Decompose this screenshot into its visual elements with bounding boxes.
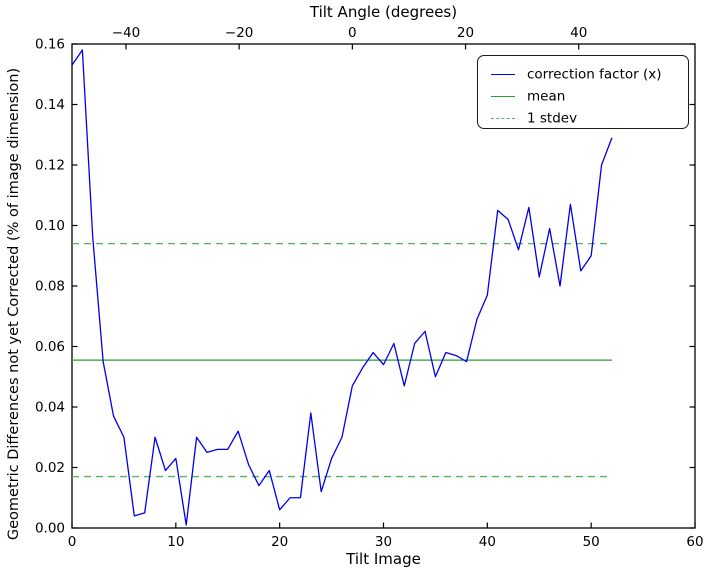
x-tick-label: 20 [271,534,288,550]
y-tick-label: 0.02 [35,460,65,476]
top-x-tick-label: −40 [112,25,141,41]
legend: correction factor (x) mean 1 stdev [477,55,689,129]
y-tick-label: 0.14 [35,97,65,113]
y-tick-label: 0.12 [35,158,65,174]
y-tick-label: 0.10 [35,218,65,234]
green-dashed-line-icon [491,118,515,119]
legend-entry-correction-factor: correction factor (x) [491,63,682,85]
x-tick-label: 50 [583,534,600,550]
y-tick-label: 0.00 [35,521,65,537]
y-tick-label: 0.06 [35,339,65,355]
plot-frame [71,43,696,529]
green-line-icon [491,96,515,97]
y-tick-label: 0.08 [35,279,65,295]
x-axis-title: Tilt Image [346,550,421,568]
x-tick-label: 60 [686,534,703,550]
x-tick-label: 0 [68,534,77,550]
blue-line-icon [491,74,515,75]
legend-label: 1 stdev [527,110,578,127]
top-x-tick-label: −20 [225,25,254,41]
x-tick-label: 10 [167,534,184,550]
correction-factor-line [71,49,613,526]
y-axis-title: Geometric Differences not yet Corrected … [6,67,22,541]
y-tick-label: 0.16 [35,37,65,53]
legend-entry-stdev: 1 stdev [491,107,682,129]
x-tick-label: 40 [479,534,496,550]
legend-label: mean [527,88,566,105]
legend-label: correction factor (x) [527,66,662,83]
top-x-tick-label: 20 [457,25,474,41]
top-axis-title: Tilt Angle (degrees) [309,3,458,21]
x-tick-label: 30 [375,534,392,550]
top-x-tick-label: 0 [348,25,357,41]
y-tick-label: 0.04 [35,400,65,416]
legend-entry-mean: mean [491,85,682,107]
top-x-tick-label: 40 [570,25,587,41]
